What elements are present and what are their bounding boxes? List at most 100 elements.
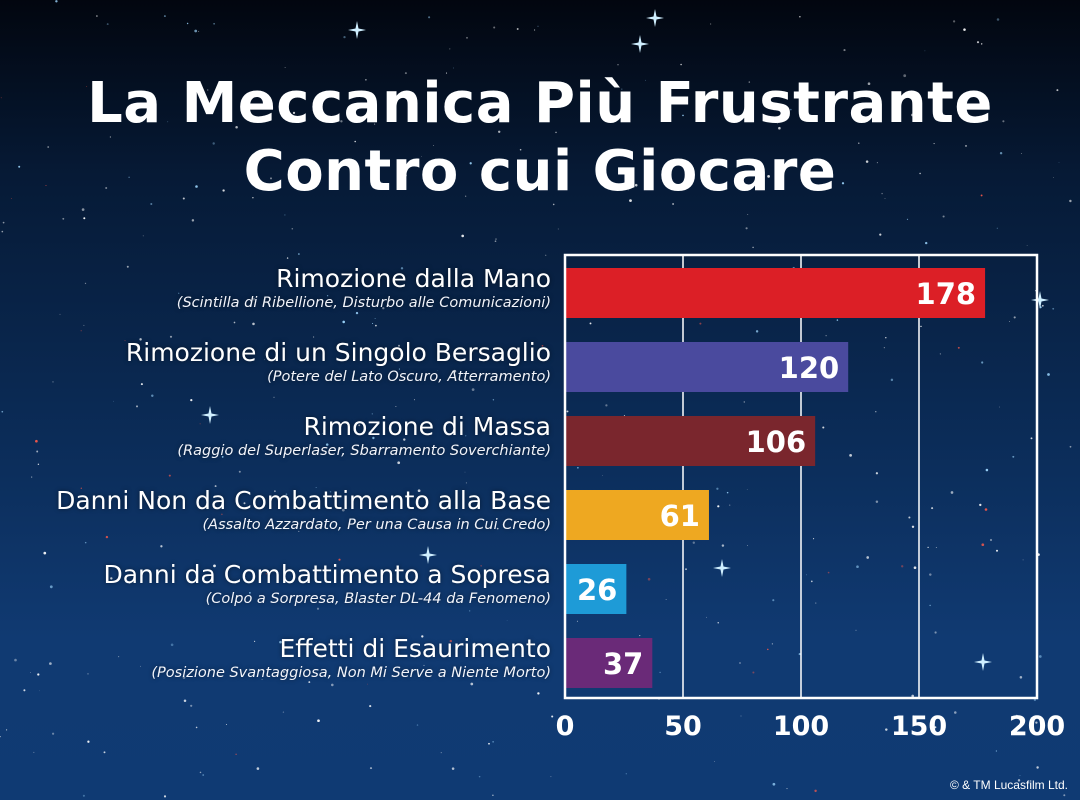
star (59, 313, 61, 315)
star (825, 335, 827, 337)
star (183, 699, 187, 703)
star (647, 577, 651, 581)
star (404, 72, 407, 75)
star (129, 582, 131, 584)
star (745, 227, 748, 230)
category-name: Danni da Combattimento a Sopresa (103, 560, 551, 589)
star (672, 203, 675, 205)
star (714, 760, 715, 762)
star (716, 487, 719, 490)
star (996, 227, 998, 229)
star (235, 753, 237, 755)
star (717, 622, 719, 624)
star (163, 795, 167, 798)
star (810, 580, 813, 583)
sparkle-star (713, 559, 731, 577)
star (550, 776, 552, 778)
sparkle-star (419, 546, 437, 564)
star (413, 399, 416, 401)
star (261, 678, 263, 680)
star (924, 50, 926, 52)
star (1036, 766, 1039, 769)
star (265, 573, 267, 575)
star (366, 599, 369, 602)
star (317, 719, 320, 723)
star (252, 322, 255, 326)
star (191, 219, 195, 222)
star (62, 217, 65, 220)
star (158, 495, 161, 498)
star (0, 97, 2, 99)
star (875, 411, 877, 413)
star (354, 140, 357, 143)
star (989, 538, 993, 542)
star (743, 401, 746, 403)
star (39, 690, 40, 692)
star (767, 175, 770, 178)
title-line-1: La Meccanica Più Frustrante (87, 71, 993, 136)
star (771, 643, 774, 645)
star (934, 631, 937, 634)
star (933, 143, 935, 145)
star (1030, 437, 1033, 440)
star (1, 230, 4, 233)
star (752, 671, 755, 674)
star (136, 405, 138, 408)
star (264, 359, 265, 361)
star (286, 257, 289, 259)
star (194, 29, 198, 33)
star (160, 545, 163, 548)
star (298, 253, 300, 255)
star (308, 681, 311, 684)
star (186, 22, 189, 25)
x-tick-label: 150 (891, 711, 947, 742)
star (739, 662, 741, 664)
star (890, 378, 894, 382)
star (1063, 794, 1066, 797)
star (84, 282, 87, 285)
star (866, 556, 870, 559)
star (929, 573, 932, 576)
star (519, 148, 522, 151)
star (37, 463, 40, 465)
star (45, 184, 47, 187)
category-label: Rimozione di Massa (Raggio del Superlaser… (0, 412, 551, 461)
star (440, 752, 442, 754)
star (365, 78, 367, 81)
star (999, 151, 1003, 155)
star (404, 174, 407, 177)
star (999, 406, 1001, 408)
star (86, 86, 88, 87)
star (566, 410, 569, 413)
star (87, 673, 89, 675)
star (416, 724, 419, 726)
star (625, 773, 627, 775)
star (617, 64, 619, 66)
star (213, 564, 216, 568)
star (105, 535, 109, 539)
star (23, 689, 26, 692)
star (415, 356, 417, 358)
star (629, 199, 632, 202)
star (1019, 775, 1021, 776)
star (465, 195, 467, 197)
star (256, 767, 260, 770)
star (169, 335, 173, 338)
star (243, 502, 246, 505)
star (331, 683, 334, 687)
star (81, 208, 85, 211)
star (480, 565, 482, 567)
star (395, 406, 397, 407)
star (195, 185, 198, 188)
category-name: Effetti di Esaurimento (279, 634, 551, 663)
star (464, 471, 466, 473)
star (1030, 717, 1034, 720)
star (576, 620, 578, 622)
star (291, 227, 294, 230)
star (748, 81, 751, 83)
star (325, 443, 329, 446)
star (31, 476, 33, 478)
star (901, 565, 904, 568)
star (469, 610, 471, 612)
